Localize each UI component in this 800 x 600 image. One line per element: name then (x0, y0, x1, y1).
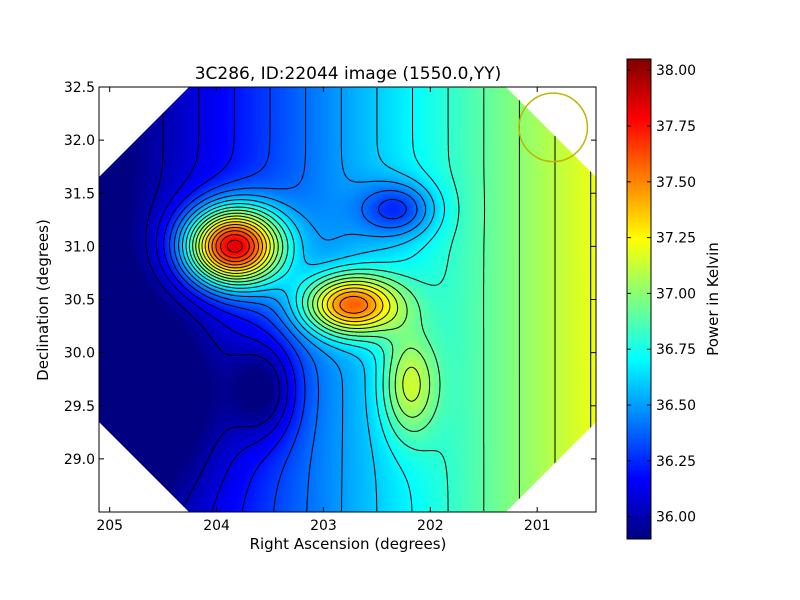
y-tick-label-32.5: 32.5 (64, 80, 95, 96)
y-axis: 29.0 29.5 30.0 30.5 31.0 31.5 32.0 32.5 (64, 80, 596, 468)
x-axis-label: Right Ascension (degrees) (250, 535, 447, 553)
colorbar-gradient (626, 58, 652, 540)
contour-level-36.8 (188, 88, 460, 511)
contour-lines (145, 88, 592, 512)
y-tick-label-31.0: 31.0 (64, 239, 95, 255)
beam-circle (518, 92, 589, 163)
colorbar-tick-label-37.25: 37.25 (656, 231, 696, 247)
y-tick-label-29.5: 29.5 (64, 399, 95, 415)
colorbar-tick-label-36.25: 36.25 (656, 454, 696, 470)
plot-area: 205 204 203 202 201 29.0 29.5 30.0 30.5 31.0 31.5… (64, 80, 597, 534)
contour-level-36.7 (185, 88, 445, 512)
colorbar-tick-label-37.50: 37.50 (656, 175, 696, 191)
contour-level-37.7 (220, 234, 250, 259)
contour-level-36.3 (169, 88, 407, 512)
y-tick-label-32.0: 32.0 (64, 133, 95, 149)
contour-level-36.4 (173, 88, 418, 512)
colorbar: 36.00 36.25 36.50 36.75 37.00 37.25 37.50 37.75… (626, 58, 722, 540)
contour-level-36.2 (163, 88, 297, 512)
heatmap-image (99, 87, 596, 512)
x-tick-label-201: 201 (524, 518, 551, 534)
y-axis-label: Declination (degrees) (34, 219, 52, 381)
x-tick-label-203: 203 (310, 518, 337, 534)
colorbar-tick-label-36.50: 36.50 (656, 398, 696, 414)
x-tick-label-205: 205 (96, 518, 123, 534)
colorbar-tick-label-37.75: 37.75 (656, 119, 696, 135)
colorbar-tick-label-38.00: 38.00 (656, 63, 696, 79)
x-axis: 205 204 203 202 201 (96, 87, 551, 534)
contour-level-36.1 (155, 88, 289, 512)
y-tick-label-31.5: 31.5 (64, 186, 95, 202)
colorbar-tick-label-37.00: 37.00 (656, 286, 696, 302)
colorbar-tick-label-36.75: 36.75 (656, 342, 696, 358)
contour-level-37.5 (211, 227, 369, 314)
colorbar-ticks: 36.00 36.25 36.50 36.75 37.00 37.25 37.50 37.75… (627, 63, 696, 526)
y-tick-label-29.0: 29.0 (64, 452, 95, 468)
contour-level-36.6 (181, 88, 435, 511)
x-tick-label-202: 202 (417, 518, 444, 534)
x-tick-label-204: 204 (203, 518, 230, 534)
contour-level-37.6 (215, 230, 255, 263)
contour-level-36.9 (192, 88, 486, 511)
y-tick-label-30.5: 30.5 (64, 293, 95, 309)
contour-level-37.3 (204, 221, 384, 323)
contour-level-36.5 (178, 88, 427, 511)
contour-level-37.4 (208, 224, 377, 319)
contour-level-37.8 (226, 239, 243, 253)
colorbar-label: Power in Kelvin (704, 242, 722, 356)
colorbar-tick-label-36.00: 36.00 (656, 510, 696, 526)
y-tick-label-30.0: 30.0 (64, 346, 95, 362)
chart-title: 3C286, ID:22044 image (1550.0,YY) (195, 64, 502, 84)
